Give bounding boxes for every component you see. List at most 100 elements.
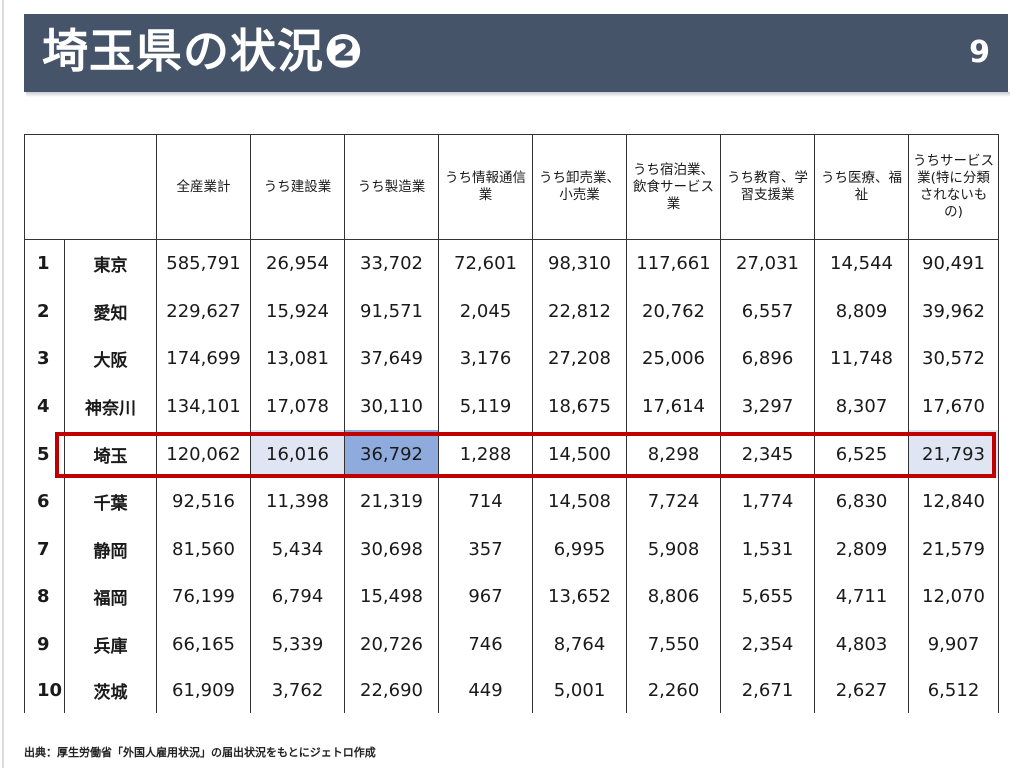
value-cell: 8,764 [532, 620, 627, 669]
value-cell: 15,498 [344, 573, 439, 621]
value-cell: 6,896 [720, 335, 815, 383]
value-cell: 33,702 [344, 239, 439, 288]
header-cell-blank [24, 134, 157, 240]
value-cell: 714 [438, 477, 533, 526]
value-cell: 134,101 [156, 382, 251, 431]
prefecture-cell: 大阪 [64, 335, 157, 383]
value-cell: 18,675 [532, 382, 627, 431]
value-cell: 90,491 [908, 239, 999, 288]
value-cell: 39,962 [908, 287, 999, 336]
value-cell: 5,339 [250, 620, 345, 669]
prefecture-cell: 静岡 [64, 525, 157, 574]
value-cell: 2,260 [626, 668, 721, 714]
rank-cell: 2 [24, 287, 65, 336]
value-cell: 11,398 [250, 477, 345, 526]
slide-title: 埼玉県の状況❷ [42, 24, 364, 78]
value-cell: 8,809 [814, 287, 909, 336]
value-cell: 27,208 [532, 335, 627, 383]
value-cell: 5,001 [532, 668, 627, 714]
rank-cell: 5 [24, 430, 65, 478]
value-cell: 92,516 [156, 477, 251, 526]
value-cell: 3,297 [720, 382, 815, 431]
header-cell: うち情報通信業 [438, 134, 533, 240]
employment-table: 全産業計 うち建設業 うち製造業 うち情報通信業 うち卸売業、小売業 うち宿泊業… [24, 134, 999, 714]
value-cell: 36,792 [344, 430, 439, 478]
value-cell: 81,560 [156, 525, 251, 574]
value-cell: 21,793 [908, 430, 999, 478]
value-cell: 746 [438, 620, 533, 669]
value-cell: 229,627 [156, 287, 251, 336]
value-cell: 25,006 [626, 335, 721, 383]
prefecture-cell: 福岡 [64, 573, 157, 621]
value-cell: 14,544 [814, 239, 909, 288]
rank-cell: 6 [24, 477, 65, 526]
header-cell: 全産業計 [156, 134, 251, 240]
value-cell: 11,748 [814, 335, 909, 383]
value-cell: 20,726 [344, 620, 439, 669]
prefecture-cell: 埼玉 [64, 430, 157, 478]
value-cell: 8,806 [626, 573, 721, 621]
value-cell: 61,909 [156, 668, 251, 714]
value-cell: 2,671 [720, 668, 815, 714]
table-row: 6 千葉 92,516 11,398 21,319 714 14,508 7,724 1,774… [24, 477, 999, 526]
value-cell: 91,571 [344, 287, 439, 336]
value-cell: 30,572 [908, 335, 999, 383]
value-cell: 5,119 [438, 382, 533, 431]
header-cell: うち建設業 [250, 134, 345, 240]
value-cell: 5,655 [720, 573, 815, 621]
value-cell: 17,670 [908, 382, 999, 431]
table-row: 4 神奈川 134,101 17,078 30,110 5,119 18,675 17,614… [24, 382, 999, 431]
value-cell: 27,031 [720, 239, 815, 288]
title-bar [24, 14, 1008, 92]
value-cell: 9,907 [908, 620, 999, 669]
value-cell: 2,045 [438, 287, 533, 336]
value-cell: 22,812 [532, 287, 627, 336]
value-cell: 6,557 [720, 287, 815, 336]
table-row: 10 茨城 61,909 3,762 22,690 449 5,001 2,260 2,671 2… [24, 668, 999, 714]
prefecture-cell: 神奈川 [64, 382, 157, 431]
value-cell: 21,579 [908, 525, 999, 574]
value-cell: 17,078 [250, 382, 345, 431]
value-cell: 26,954 [250, 239, 345, 288]
value-cell: 14,508 [532, 477, 627, 526]
header-cell: うち製造業 [344, 134, 439, 240]
value-cell: 72,601 [438, 239, 533, 288]
value-cell: 1,531 [720, 525, 815, 574]
table-row: 9 兵庫 66,165 5,339 20,726 746 8,764 7,550 2,354 4,… [24, 620, 999, 669]
prefecture-cell: 東京 [64, 239, 157, 288]
value-cell: 66,165 [156, 620, 251, 669]
table-row: 2 愛知 229,627 15,924 91,571 2,045 22,812 20,762 6… [24, 287, 999, 336]
value-cell: 13,652 [532, 573, 627, 621]
slide-left-rule [2, 0, 4, 768]
value-cell: 7,724 [626, 477, 721, 526]
value-cell: 4,711 [814, 573, 909, 621]
prefecture-cell: 茨城 [64, 668, 157, 714]
table-row: 3 大阪 174,699 13,081 37,649 3,176 27,208 25,006 6… [24, 335, 999, 383]
value-cell: 6,525 [814, 430, 909, 478]
header-cell: うちサービス業(特に分類されないもの) [908, 134, 999, 240]
value-cell: 20,762 [626, 287, 721, 336]
value-cell: 174,699 [156, 335, 251, 383]
value-cell: 12,840 [908, 477, 999, 526]
value-cell: 7,550 [626, 620, 721, 669]
table-body: 1 東京 585,791 26,954 33,702 72,601 98,310 117,66… [24, 239, 999, 714]
value-cell: 6,794 [250, 573, 345, 621]
value-cell: 8,307 [814, 382, 909, 431]
value-cell: 357 [438, 525, 533, 574]
value-cell: 585,791 [156, 239, 251, 288]
header-cell: うち卸売業、小売業 [532, 134, 627, 240]
value-cell: 5,434 [250, 525, 345, 574]
table-header-row: 全産業計 うち建設業 うち製造業 うち情報通信業 うち卸売業、小売業 うち宿泊業… [24, 134, 999, 240]
value-cell: 4,803 [814, 620, 909, 669]
value-cell: 6,995 [532, 525, 627, 574]
value-cell: 3,176 [438, 335, 533, 383]
value-cell: 2,809 [814, 525, 909, 574]
value-cell: 2,627 [814, 668, 909, 714]
table-row: 8 福岡 76,199 6,794 15,498 967 13,652 8,806 5,655 4… [24, 573, 999, 621]
header-cell: うち教育、学習支援業 [720, 134, 815, 240]
value-cell: 8,298 [626, 430, 721, 478]
value-cell: 5,908 [626, 525, 721, 574]
rank-cell: 8 [24, 573, 65, 621]
page-number: 9 [969, 35, 990, 70]
table-row: 7 静岡 81,560 5,434 30,698 357 6,995 5,908 1,531 2,… [24, 525, 999, 574]
